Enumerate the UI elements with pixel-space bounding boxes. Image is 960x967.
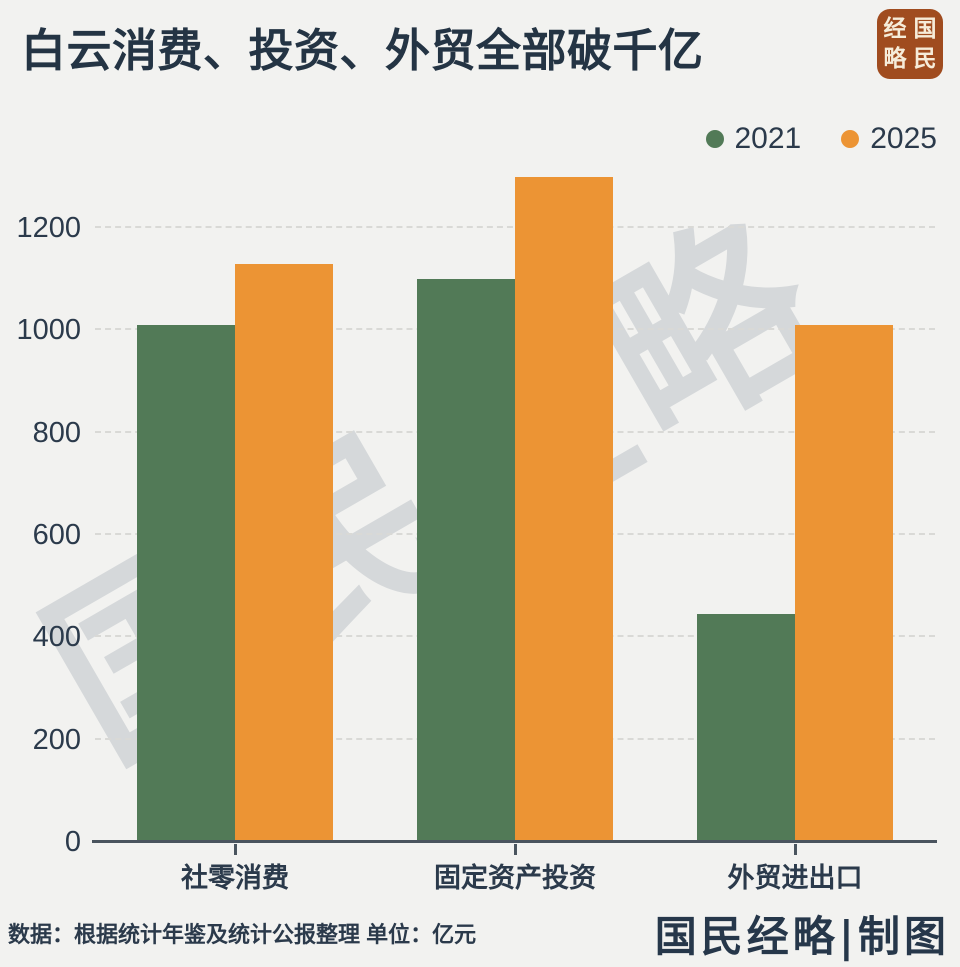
x-axis-tick-固定资产投资 xyxy=(514,844,517,855)
bar-2025-外贸进出口 xyxy=(795,325,893,842)
legend-dot-2021-icon xyxy=(705,130,724,148)
legend-label-2021: 2021 xyxy=(734,122,802,155)
bar-2021-社零消费 xyxy=(137,325,235,842)
y-axis-label-200: 200 xyxy=(32,723,81,756)
legend-item-2021: 2021 xyxy=(705,122,802,156)
x-axis-line xyxy=(92,840,937,843)
x-axis-tick-外贸进出口 xyxy=(794,844,797,855)
bar-2021-固定资产投资 xyxy=(417,279,515,842)
x-axis-label-外贸进出口: 外贸进出口 xyxy=(727,863,863,893)
page-title: 白云消费、投资、外贸全部破千亿 xyxy=(21,25,704,76)
logo-text-left: 经略 xyxy=(883,15,907,72)
logo-text-right: 国民 xyxy=(913,15,937,72)
bar-2025-固定资产投资 xyxy=(515,176,613,842)
y-axis-label-0: 0 xyxy=(64,826,81,858)
bar-2025-社零消费 xyxy=(235,263,333,842)
legend-item-2025: 2025 xyxy=(841,122,937,156)
x-axis-tick-社零消费 xyxy=(234,844,237,855)
bar-2021-外贸进出口 xyxy=(697,614,795,842)
plot-area: 0 200 400 600 800 1000 1200 社零消费 固定资产投资 外贸进出口 xyxy=(16,142,937,893)
chart-legend: 2021 2025 xyxy=(705,122,937,156)
y-axis-label-1200: 1200 xyxy=(16,211,81,244)
y-axis-label-800: 800 xyxy=(32,416,81,449)
y-axis-label-400: 400 xyxy=(32,621,81,654)
x-axis-label-固定资产投资: 固定资产投资 xyxy=(434,863,596,893)
legend-dot-2025-icon xyxy=(841,130,860,148)
x-axis-label-社零消费: 社零消费 xyxy=(181,863,289,893)
y-axis-label-600: 600 xyxy=(32,518,81,551)
credit-signature: 国民经略|制图 xyxy=(654,912,950,961)
y-axis-label-1000: 1000 xyxy=(16,314,81,347)
brand-logo: 经略 国民 xyxy=(877,9,943,79)
legend-label-2025: 2025 xyxy=(870,122,937,155)
data-source-note: 数据：根据统计年鉴及统计公报整理 单位：亿元 xyxy=(8,922,477,947)
